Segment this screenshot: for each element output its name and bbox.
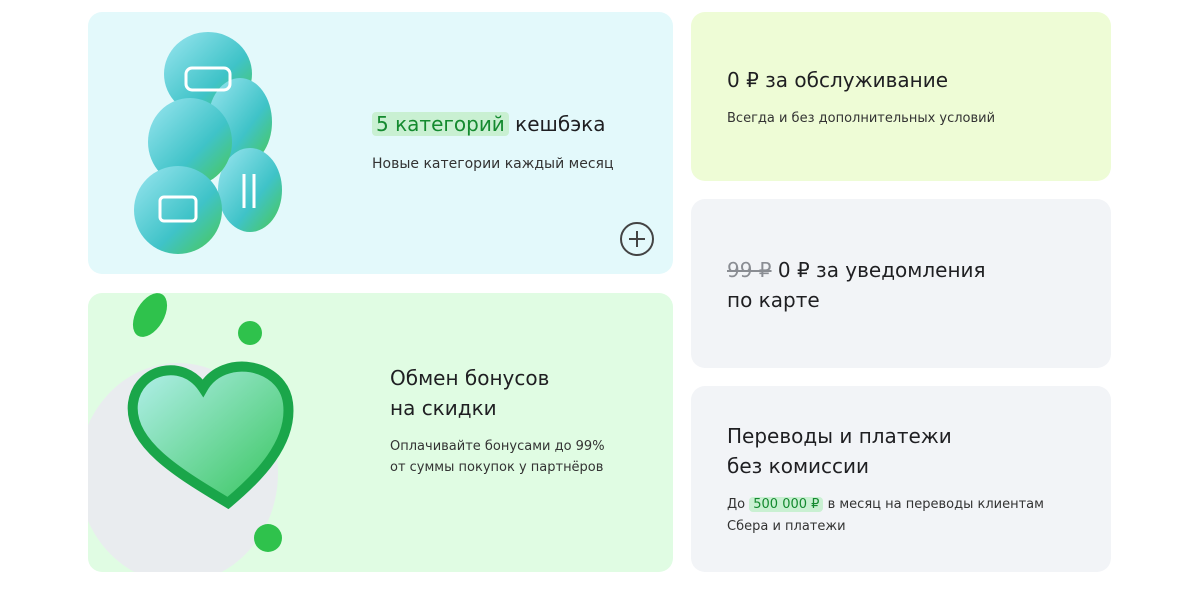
free-service-card[interactable]: 0 ₽ за обслуживание Всегда и без дополни… <box>691 12 1111 181</box>
transfers-title: Переводы и платежи без комиссии <box>727 424 952 478</box>
bonus-title: Обмен бонусов на скидки <box>390 366 550 420</box>
transfers-subtitle: До 500 000 ₽ в месяц на переводы клиента… <box>727 497 1044 534</box>
old-price: 99 ₽ <box>727 258 772 282</box>
bonus-subtitle: Оплачивайте бонусами до 99% от суммы поку… <box>390 439 605 475</box>
heart-illustration <box>88 293 294 572</box>
bonus-exchange-card[interactable]: Обмен бонусов на скидки Оплачивайте бонус… <box>88 293 673 572</box>
plus-circle-icon[interactable] <box>620 222 654 256</box>
notifications-card[interactable]: 99 ₽ 0 ₽ за уведомления по карте <box>691 199 1111 368</box>
cashback-title: 5 категорий кешбэка <box>372 109 606 139</box>
cashback-coins-illustration <box>134 32 282 254</box>
cashback-subtitle: Новые категории каждый месяц <box>372 156 614 172</box>
transfers-card[interactable]: Переводы и платежи без комиссии До 500 00… <box>691 386 1111 572</box>
notifications-title: 99 ₽ 0 ₽ за уведомления по карте <box>727 258 986 312</box>
service-subtitle: Всегда и без дополнительных условий <box>727 111 996 126</box>
cashback-card[interactable]: 5 категорий кешбэка Новые категории кажд… <box>88 12 673 274</box>
service-title: 0 ₽ за обслуживание <box>727 68 949 92</box>
